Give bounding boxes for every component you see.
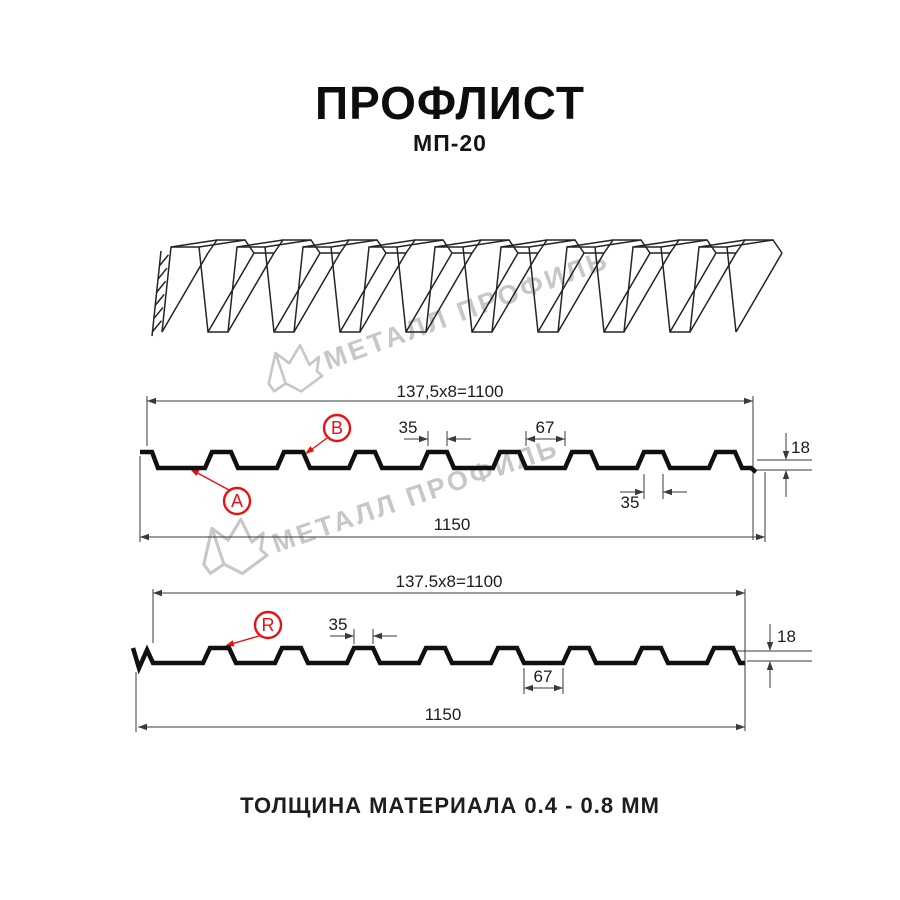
face-label-R-circle (253, 610, 283, 640)
section1-dimension-lines (139, 396, 812, 542)
cut-hatch-line (154, 293, 165, 306)
dim-arrow (138, 723, 147, 731)
dim-arrow (140, 533, 149, 541)
sheet-edge-line (207, 252, 255, 333)
face-label-A: A (231, 491, 243, 511)
sheet-edge-line (330, 239, 378, 248)
perspective-sheet-drawing (151, 239, 783, 337)
dim-arrow (524, 684, 533, 692)
sheet-edge-line (669, 252, 717, 333)
face-label-A-circle (222, 486, 252, 516)
sheet-edge-line (603, 252, 651, 333)
watermark-logo-icon (264, 342, 325, 395)
cut-hatch-line (156, 280, 167, 293)
sheet-edge-line (339, 252, 387, 333)
dim-rib-bottom-width: 35 (621, 493, 640, 512)
dim-profile-height: 18 (791, 438, 810, 457)
cut-hatch-line (158, 254, 170, 267)
sheet-edge-line (660, 239, 708, 248)
dim-arrow (782, 470, 790, 479)
material-thickness-note: ТОЛЩИНА МАТЕРИАЛА 0.4 - 0.8 ММ (240, 793, 660, 818)
sheet-edge-line (528, 239, 576, 248)
dim-arrow (373, 632, 382, 640)
cut-hatch-line (157, 267, 168, 280)
sheet-edge-line (198, 239, 246, 248)
cut-hatch-line (151, 320, 163, 333)
sheet-edge-line (368, 239, 416, 248)
dim-total-width: 1150 (425, 705, 462, 724)
dim-arrow (447, 435, 456, 443)
dim-arrow (756, 533, 765, 541)
sheet-edge-line (566, 239, 614, 248)
sheet-edge-line (594, 239, 642, 248)
sheet-edge-line (236, 239, 284, 248)
face-label-leaders (190, 437, 328, 647)
sheet-edge-line (302, 239, 350, 248)
product-model: МП-20 (413, 130, 487, 156)
dim-arrow (782, 451, 790, 460)
dim-arrow (766, 661, 774, 670)
sheet-edge-line (726, 239, 774, 248)
sheet-edge-line (537, 252, 585, 333)
sheet-far-edge (207, 239, 783, 254)
label-leader-arrow (305, 446, 315, 454)
dim-pan-width: 67 (536, 418, 555, 437)
brand-watermark: МЕТАЛЛ ПРОФИЛЬ (320, 244, 613, 375)
dim-arrow (766, 642, 774, 651)
dim-arrow (736, 589, 745, 597)
dim-arrow (744, 397, 753, 405)
sheet-edge-line (500, 239, 548, 248)
face-label-B-circle (322, 413, 352, 443)
face-label-B: B (331, 418, 343, 438)
dim-arrow (556, 435, 565, 443)
dim-rib-top-width: 35 (399, 418, 418, 437)
sheet-edge-line (405, 252, 453, 333)
watermark-logo-icon (199, 516, 270, 578)
dim-arrow (345, 632, 354, 640)
face-label-R: R (262, 615, 275, 635)
sheet-edge-line (698, 239, 746, 248)
dim-arrow (526, 435, 535, 443)
sheet-edge-line (264, 239, 312, 248)
dim-arrow (554, 684, 563, 692)
watermark-text: МЕТАЛЛ ПРОФИЛЬ (320, 244, 613, 375)
section2-dimension-lines (135, 589, 812, 732)
cut-hatch-line (153, 307, 164, 320)
sheet-edge-line (170, 239, 218, 248)
section1-profile-outline (140, 449, 758, 474)
sheet-edge-line (632, 239, 680, 248)
sheet-edge-line (462, 239, 510, 248)
dim-pan-width: 67 (534, 667, 553, 686)
dim-rib-top-width: 35 (329, 615, 348, 634)
dim-arrow (147, 397, 156, 405)
dim-total-width: 1150 (434, 515, 471, 534)
dim-formula-width: 137.5x8=1100 (396, 572, 503, 591)
sheet-edge-line (471, 252, 519, 333)
sheet-edge-line (434, 239, 482, 248)
section2-profile-outline (130, 644, 745, 675)
dim-arrow (736, 723, 745, 731)
dim-formula-width: 137,5x8=1100 (397, 382, 504, 401)
dim-arrow (419, 435, 428, 443)
sheet-edge-line (396, 239, 444, 248)
dim-arrow (635, 488, 644, 496)
dim-profile-height: 18 (777, 627, 796, 646)
label-leader-arrow (190, 469, 200, 477)
sheet-near-edge (161, 246, 737, 333)
sheet-edge-line (273, 252, 321, 333)
page-title: ПРОФЛИСТ (315, 77, 585, 129)
label-leader-line (191, 469, 230, 491)
label-leader-arrow (225, 640, 235, 647)
dim-arrow (663, 488, 672, 496)
sheet-edge-line (735, 252, 783, 333)
dim-arrow (153, 589, 162, 597)
